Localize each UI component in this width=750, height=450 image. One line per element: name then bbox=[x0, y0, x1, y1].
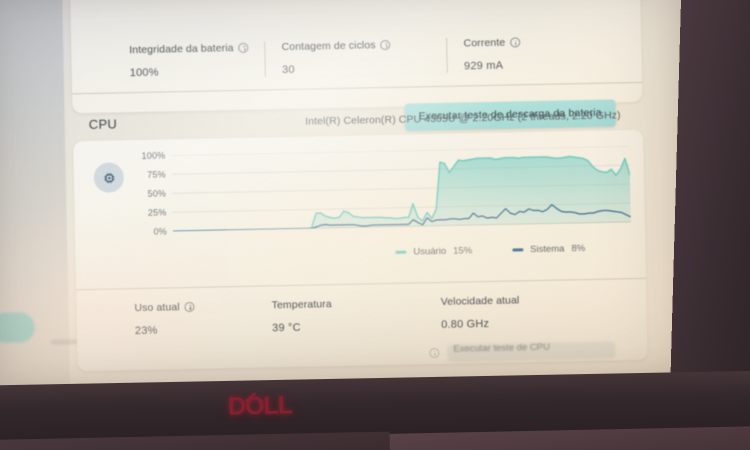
chart-svg bbox=[171, 146, 631, 232]
stat-label-text: Velocidade atual bbox=[440, 294, 520, 308]
chart-plot-area bbox=[171, 146, 631, 232]
stat-cycle-count: Contagem de ciclos 30 bbox=[281, 39, 407, 77]
cpu-chip-icon bbox=[93, 162, 125, 193]
stat-label: Temperatura bbox=[272, 298, 332, 311]
laptop-bezel-right bbox=[670, 0, 750, 382]
sidebar-active-pill[interactable] bbox=[0, 312, 36, 343]
stat-current-usage: Uso atual 23% bbox=[134, 301, 211, 338]
info-icon[interactable] bbox=[184, 301, 195, 313]
stat-label: Uso atual bbox=[134, 301, 195, 315]
laptop-screen: Integridade da bateria 100% Contagem de … bbox=[0, 0, 694, 391]
stat-label-text: Integridade da bateria bbox=[129, 42, 234, 57]
stat-temperature: Temperatura 39 °C bbox=[272, 298, 349, 335]
info-icon[interactable] bbox=[380, 39, 391, 51]
stat-label-text: Contagem de ciclos bbox=[281, 39, 376, 54]
stat-current-speed: Velocidade atual 0.80 GHz bbox=[441, 294, 536, 331]
dell-brand-logo: DOLL bbox=[227, 391, 293, 421]
card-separator bbox=[76, 277, 646, 291]
stat-label: Velocidade atual bbox=[441, 294, 520, 308]
page-section-title: CPU bbox=[88, 116, 118, 132]
stat-value: 100% bbox=[129, 66, 159, 80]
stat-label-text: Uso atual bbox=[134, 301, 180, 315]
main-content: Integridade da bateria 100% Contagem de … bbox=[62, 0, 694, 389]
legend-item-system[interactable]: Sistema 8% bbox=[512, 243, 585, 255]
stat-value: 23% bbox=[134, 324, 158, 338]
legend-value: 15% bbox=[453, 245, 473, 257]
divider bbox=[255, 300, 257, 335]
legend-item-user[interactable]: Usuário 15% bbox=[395, 245, 472, 258]
cpu-stat-row: Uso atual 23% Temperatura 39 °C bbox=[134, 294, 536, 337]
stat-label-text: Corrente bbox=[463, 36, 506, 50]
stat-label: Integridade da bateria bbox=[129, 42, 249, 56]
chart-legend: Usuário 15% Sistema 8% bbox=[395, 243, 585, 258]
legend-color-swatch bbox=[512, 248, 524, 252]
stat-label-text: Temperatura bbox=[271, 298, 332, 312]
legend-color-swatch bbox=[395, 250, 407, 254]
info-icon[interactable] bbox=[429, 347, 440, 359]
info-icon[interactable] bbox=[510, 37, 521, 48]
stat-battery-health: Integridade da bateria 100% bbox=[129, 41, 265, 79]
card-separator bbox=[72, 81, 643, 95]
stat-value: 39 °C bbox=[272, 321, 301, 335]
y-tick-label: 0% bbox=[153, 226, 168, 237]
legend-value: 8% bbox=[571, 243, 586, 255]
stat-value: 929 mA bbox=[463, 59, 504, 73]
stat-label: Corrente bbox=[463, 36, 521, 50]
stat-current: Corrente 929 mA bbox=[463, 36, 536, 72]
battery-card: Integridade da bateria 100% Contagem de … bbox=[69, 0, 643, 114]
stat-label: Contagem de ciclos bbox=[281, 39, 391, 54]
legend-label: Usuário bbox=[413, 245, 447, 258]
y-tick-label: 100% bbox=[141, 150, 166, 161]
y-tick-label: 25% bbox=[147, 207, 167, 218]
divider bbox=[446, 37, 449, 73]
chart-y-axis-labels: 100% 75% 50% 25% 0% bbox=[131, 150, 167, 236]
legend-label: Sistema bbox=[530, 243, 565, 256]
app-sidebar bbox=[0, 0, 71, 392]
cpu-card: 100% 75% 50% 25% 0% Usuário 15 bbox=[73, 129, 648, 373]
stat-value: 0.80 GHz bbox=[441, 317, 490, 331]
y-tick-label: 50% bbox=[147, 188, 167, 199]
divider bbox=[424, 296, 426, 331]
stat-value: 30 bbox=[281, 63, 295, 77]
cpu-pending-action-row bbox=[77, 336, 647, 373]
info-icon[interactable] bbox=[238, 42, 249, 53]
y-tick-label: 75% bbox=[147, 169, 166, 180]
battery-stat-row: Integridade da bateria 100% Contagem de … bbox=[129, 36, 537, 79]
run-cpu-test-label: Executar teste de CPU bbox=[453, 341, 551, 355]
cpu-usage-chart: 100% 75% 50% 25% 0% bbox=[131, 146, 631, 248]
